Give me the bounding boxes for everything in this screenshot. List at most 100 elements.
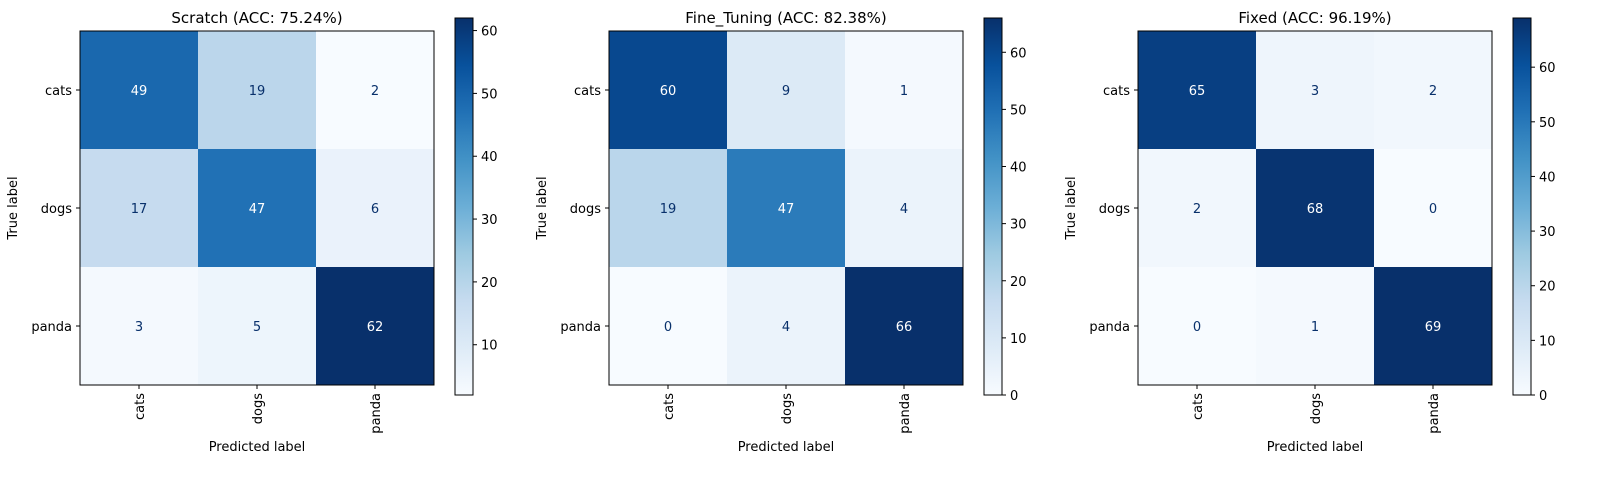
- matrix-cell: [80, 149, 198, 267]
- cell-value-label: 0: [1193, 320, 1201, 335]
- matrix-cell: [1374, 31, 1492, 149]
- y-axis-label: True label: [6, 176, 21, 240]
- chart-title: Fixed (ACC: 96.19%): [1238, 9, 1391, 27]
- cell-value-label: 17: [131, 202, 148, 217]
- cell-value-label: 69: [1425, 320, 1442, 335]
- cell-value-label: 0: [1429, 202, 1437, 217]
- x-tick-label: panda: [898, 393, 913, 434]
- cell-value-label: 0: [664, 320, 672, 335]
- matrix-cell: [198, 267, 316, 385]
- cell-value-label: 4: [782, 320, 790, 335]
- matrix-cell: [1256, 267, 1374, 385]
- colorbar-tick-label: 30: [1010, 218, 1027, 233]
- cell-value-label: 1: [900, 84, 908, 99]
- colorbar-tick-label: 10: [481, 339, 498, 354]
- cell-value-label: 19: [249, 84, 266, 99]
- matrix-cell: [1138, 31, 1256, 149]
- matrix-cell: [1138, 149, 1256, 267]
- colorbar: [983, 17, 1003, 396]
- cell-value-label: 49: [131, 84, 148, 99]
- confusion-matrix-panel-3: 65 3 2 2 68 0 0 1 69 Fixed (ACC: 96.19%) cats dogs p…: [1064, 9, 1556, 455]
- y-tick-label: panda: [560, 320, 601, 335]
- matrix-cell: [1374, 149, 1492, 267]
- colorbar-tick-label: 0: [1010, 389, 1018, 404]
- x-tick-label: cats: [1191, 393, 1206, 420]
- colorbar-tick-label: 50: [1539, 116, 1556, 131]
- chart-title: Scratch (ACC: 75.24%): [171, 9, 342, 27]
- y-tick-label: dogs: [1099, 202, 1130, 217]
- matrix-cell: [609, 149, 727, 267]
- colorbar-tick-label: 10: [1539, 334, 1556, 349]
- cell-value-label: 4: [900, 202, 908, 217]
- y-tick-label: cats: [574, 84, 601, 99]
- x-axis-label: Predicted label: [1267, 440, 1364, 455]
- cell-value-label: 5: [253, 320, 261, 335]
- cell-value-label: 3: [135, 320, 143, 335]
- cell-value-label: 66: [896, 320, 913, 335]
- x-tick-label: dogs: [251, 393, 266, 424]
- cell-value-label: 9: [782, 84, 790, 99]
- cell-value-label: 62: [367, 320, 384, 335]
- cell-value-label: 47: [778, 202, 795, 217]
- matrix-cell: [316, 149, 434, 267]
- cell-value-label: 65: [1189, 84, 1206, 99]
- matrix-cell: [1374, 267, 1492, 385]
- matrix-cell: [316, 267, 434, 385]
- colorbar-tick-label: 10: [1010, 332, 1027, 347]
- matrix-cell: [80, 267, 198, 385]
- confusion-matrix-panel-1: 49 19 2 17 47 6 3 5 62 Scratch (ACC: 75.24%) cats d…: [6, 9, 498, 455]
- cell-value-label: 19: [660, 202, 677, 217]
- matrix-cell: [609, 267, 727, 385]
- cell-value-label: 2: [1429, 84, 1437, 99]
- cell-value-label: 2: [1193, 202, 1201, 217]
- chart-title: Fine_Tuning (ACC: 82.38%): [685, 9, 886, 28]
- matrix-cell: [1256, 31, 1374, 149]
- x-axis-label: Predicted label: [738, 440, 835, 455]
- x-tick-label: cats: [133, 393, 148, 420]
- y-tick-label: dogs: [570, 202, 601, 217]
- x-tick-label: panda: [369, 393, 384, 434]
- cell-value-label: 1: [1311, 320, 1319, 335]
- colorbar-tick-label: 20: [481, 276, 498, 291]
- colorbar-tick-label: 0: [1539, 389, 1547, 404]
- x-tick-label: cats: [662, 393, 677, 420]
- colorbar-tick-label: 20: [1539, 280, 1556, 295]
- y-tick-label: cats: [45, 84, 72, 99]
- x-tick-label: dogs: [780, 393, 795, 424]
- colorbar-tick-label: 40: [481, 150, 498, 165]
- colorbar: [454, 17, 474, 396]
- matrix-cell: [727, 267, 845, 385]
- matrix-cell: [198, 31, 316, 149]
- y-tick-label: dogs: [41, 202, 72, 217]
- colorbar-tick-label: 60: [481, 25, 498, 40]
- cell-value-label: 60: [660, 84, 677, 99]
- x-tick-label: dogs: [1309, 393, 1324, 424]
- y-tick-label: panda: [31, 320, 72, 335]
- colorbar-tick-label: 60: [1010, 46, 1027, 61]
- colorbar-tick-label: 60: [1539, 61, 1556, 76]
- cell-value-label: 2: [371, 84, 379, 99]
- cell-value-label: 3: [1311, 84, 1319, 99]
- colorbar-tick-label: 40: [1539, 170, 1556, 185]
- matrix-cell: [845, 31, 963, 149]
- matrix-cell: [727, 149, 845, 267]
- matrix-cell: [1256, 149, 1374, 267]
- colorbar-tick-label: 20: [1010, 275, 1027, 290]
- matrix-cell: [80, 31, 198, 149]
- colorbar-tick-label: 40: [1010, 161, 1027, 176]
- matrix-cell: [198, 149, 316, 267]
- colorbar-tick-label: 30: [1539, 225, 1556, 240]
- colorbar-tick-label: 30: [481, 213, 498, 228]
- matrix-cell: [845, 149, 963, 267]
- cell-value-label: 68: [1307, 202, 1324, 217]
- colorbar-tick-label: 50: [481, 87, 498, 102]
- y-axis-label: True label: [1064, 176, 1079, 240]
- y-tick-label: cats: [1103, 84, 1130, 99]
- matrix-cell: [727, 31, 845, 149]
- matrix-cell: [845, 267, 963, 385]
- matrix-cell: [316, 31, 434, 149]
- x-axis-label: Predicted label: [209, 440, 306, 455]
